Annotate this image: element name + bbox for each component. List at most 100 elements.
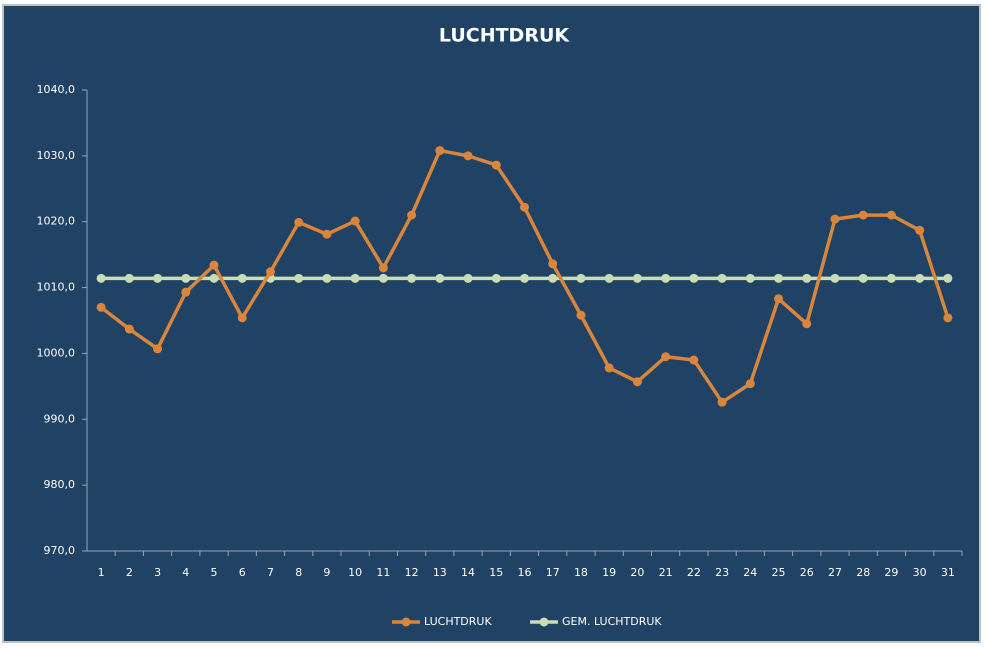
x-tick-label: 11 — [376, 566, 390, 579]
x-tick-label: 30 — [913, 566, 927, 579]
point — [689, 355, 699, 365]
point — [265, 267, 275, 277]
x-tick-label: 28 — [856, 566, 870, 579]
y-tick-label: 1040,0 — [37, 83, 76, 96]
point — [96, 302, 106, 312]
point — [491, 273, 501, 283]
point — [463, 151, 473, 161]
point — [548, 273, 558, 283]
x-tick-label: 25 — [772, 566, 786, 579]
legend-marker — [401, 617, 411, 627]
y-tick-label: 1010,0 — [37, 281, 76, 294]
point — [886, 273, 896, 283]
point — [576, 310, 586, 320]
point — [96, 273, 106, 283]
x-tick-label: 8 — [295, 566, 302, 579]
y-tick-label: 980,0 — [44, 478, 76, 491]
point — [943, 273, 953, 283]
x-tick-label: 7 — [267, 566, 274, 579]
point — [209, 273, 219, 283]
x-tick-label: 21 — [659, 566, 673, 579]
x-tick-label: 31 — [941, 566, 955, 579]
point — [632, 273, 642, 283]
point — [802, 319, 812, 329]
x-tick-label: 16 — [518, 566, 532, 579]
x-tick-label: 2 — [126, 566, 133, 579]
point — [124, 324, 134, 334]
point — [520, 273, 529, 283]
point — [378, 273, 388, 283]
point — [858, 273, 868, 283]
legend-label: GEM. LUCHTDRUK — [562, 615, 662, 628]
point — [520, 202, 529, 212]
x-tick-label: 4 — [182, 566, 189, 579]
point — [604, 363, 614, 373]
x-tick-label: 26 — [800, 566, 814, 579]
x-tick-label: 22 — [687, 566, 701, 579]
x-tick-label: 20 — [630, 566, 644, 579]
x-tick-label: 15 — [489, 566, 503, 579]
point — [407, 273, 417, 283]
point — [717, 273, 727, 283]
x-tick-label: 19 — [602, 566, 616, 579]
x-tick-label: 18 — [574, 566, 588, 579]
x-tick-label: 9 — [323, 566, 330, 579]
y-tick-label: 970,0 — [44, 544, 76, 557]
x-tick-label: 24 — [743, 566, 757, 579]
point — [209, 260, 219, 270]
point — [294, 217, 304, 227]
point — [491, 160, 501, 170]
y-tick-label: 1030,0 — [37, 149, 76, 162]
x-tick-label: 13 — [433, 566, 447, 579]
point — [745, 379, 755, 389]
point — [181, 287, 191, 297]
point — [604, 273, 614, 283]
point — [153, 273, 163, 283]
point — [661, 352, 671, 362]
point — [943, 313, 953, 323]
point — [407, 210, 417, 220]
point — [802, 273, 812, 283]
point — [237, 273, 247, 283]
point — [153, 344, 163, 354]
x-tick-label: 10 — [348, 566, 362, 579]
point — [378, 263, 388, 273]
y-tick-label: 1020,0 — [37, 215, 76, 228]
x-tick-label: 5 — [211, 566, 218, 579]
point — [830, 214, 840, 224]
point — [463, 273, 473, 283]
x-tick-label: 27 — [828, 566, 842, 579]
x-tick-label: 12 — [405, 566, 419, 579]
point — [237, 313, 247, 323]
point — [915, 225, 925, 235]
point — [745, 273, 755, 283]
point — [858, 210, 868, 220]
x-tick-label: 14 — [461, 566, 475, 579]
point — [830, 273, 840, 283]
x-tick-label: 1 — [98, 566, 105, 579]
point — [689, 273, 699, 283]
point — [576, 273, 586, 283]
x-tick-label: 3 — [154, 566, 161, 579]
legend-marker — [539, 617, 549, 627]
point — [717, 397, 727, 407]
point — [350, 216, 360, 226]
x-tick-label: 23 — [715, 566, 729, 579]
legend-label: LUCHTDRUK — [424, 615, 492, 628]
y-tick-label: 1000,0 — [37, 346, 76, 359]
x-tick-label: 17 — [546, 566, 560, 579]
point — [548, 259, 558, 269]
x-tick-label: 29 — [884, 566, 898, 579]
point — [661, 273, 671, 283]
point — [632, 377, 642, 387]
point — [435, 273, 445, 283]
point — [322, 273, 332, 283]
point — [181, 273, 191, 283]
point — [350, 273, 360, 283]
point — [774, 273, 784, 283]
point — [915, 273, 925, 283]
y-tick-label: 990,0 — [44, 412, 76, 425]
x-tick-label: 6 — [239, 566, 246, 579]
